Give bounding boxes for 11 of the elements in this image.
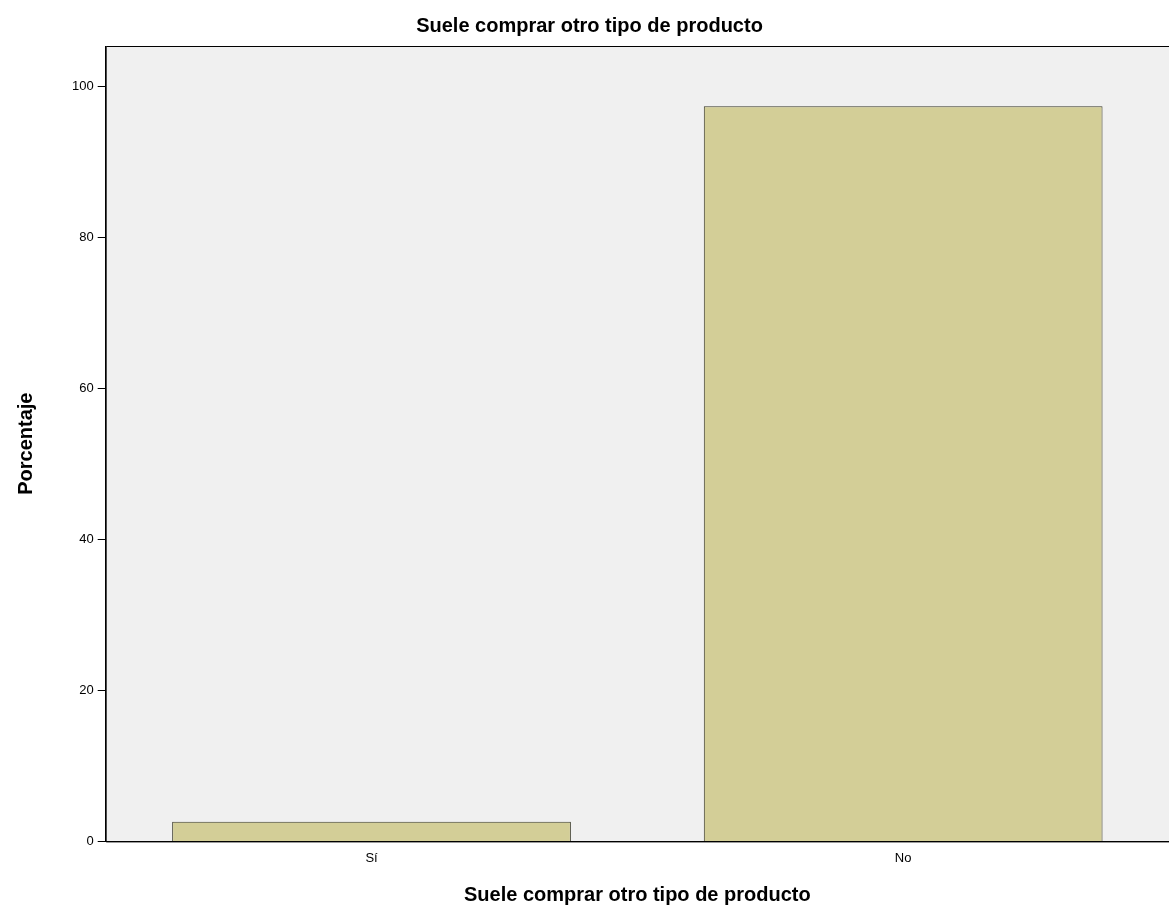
chart-title: Suele comprar otro tipo de producto	[416, 13, 763, 36]
y-tick-label: 100	[71, 78, 94, 94]
x-axis-title: Suele comprar otro tipo de producto	[463, 882, 811, 905]
y-tick-label: 20	[79, 682, 94, 698]
y-tick-label: 40	[79, 531, 94, 547]
x-tick-label: No	[894, 849, 912, 865]
y-axis-title: Porcentaje	[13, 392, 36, 495]
y-tick-label: 60	[79, 380, 94, 396]
y-tick-label: 80	[79, 229, 94, 245]
x-tick-label: Sí	[365, 849, 379, 865]
y-tick-label: 0	[86, 832, 94, 848]
